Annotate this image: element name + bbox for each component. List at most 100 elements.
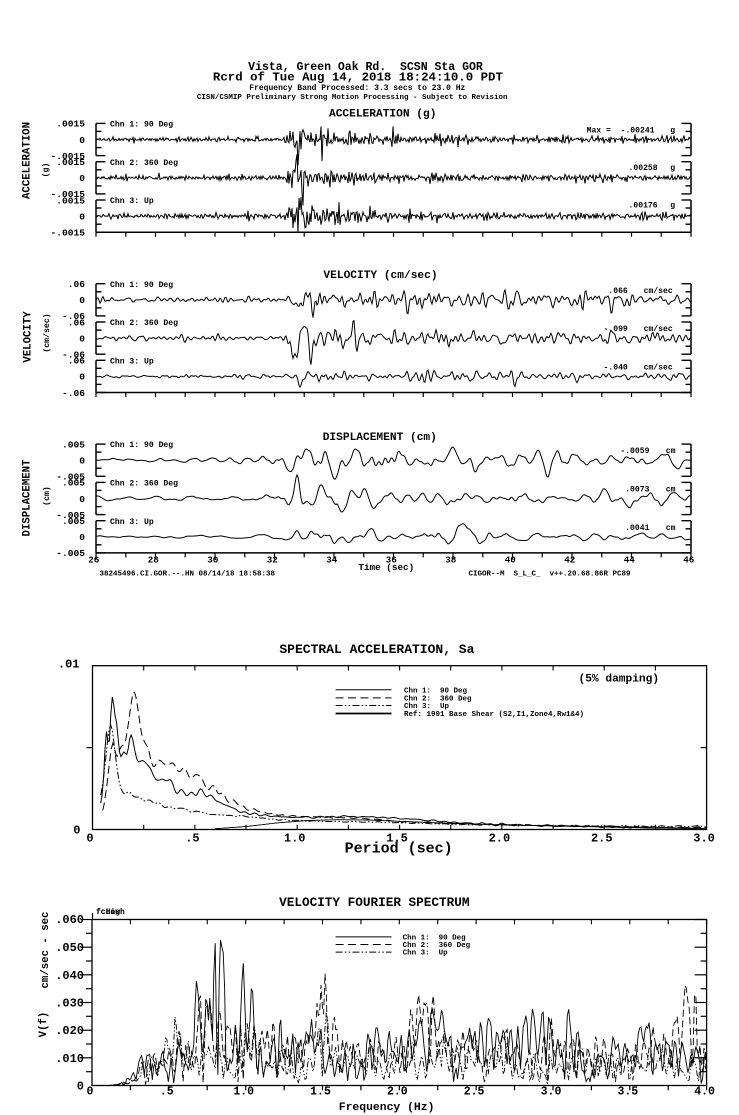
svg-text:.06: .06 bbox=[68, 356, 86, 367]
svg-text:2.5: 2.5 bbox=[591, 831, 613, 845]
svg-text:38: 38 bbox=[445, 555, 457, 566]
svg-text:Chn 2: 360 Deg: Chn 2: 360 Deg bbox=[110, 159, 178, 168]
svg-text:.0073: .0073 bbox=[625, 486, 649, 495]
svg-text:0: 0 bbox=[77, 1080, 84, 1094]
svg-text:0: 0 bbox=[86, 831, 93, 845]
svg-text:Rcrd of Tue Aug 14, 2018 18:24: Rcrd of Tue Aug 14, 2018 18:24:10.0 PDT bbox=[213, 71, 504, 85]
svg-text:Chn 2: 360 Deg: Chn 2: 360 Deg bbox=[110, 480, 178, 489]
svg-text:.040: .040 bbox=[55, 969, 84, 983]
svg-text:-.0015: -.0015 bbox=[50, 189, 85, 200]
svg-text:0: 0 bbox=[87, 1085, 94, 1098]
svg-text:VELOCITY (cm/sec): VELOCITY (cm/sec) bbox=[323, 270, 437, 282]
svg-text:-.040: -.040 bbox=[604, 363, 628, 372]
svg-text:.050: .050 bbox=[55, 941, 84, 955]
svg-text:SPECTRAL ACCELERATION, Sa: SPECTRAL ACCELERATION, Sa bbox=[279, 642, 474, 657]
svg-text:Ref: 1991 Base Shear (S2,I1,Zo: Ref: 1991 Base Shear (S2,I1,Zone4,Rw1&4) bbox=[404, 711, 584, 719]
svg-text:2.0: 2.0 bbox=[489, 831, 511, 845]
svg-text:26: 26 bbox=[88, 555, 99, 566]
svg-text:28: 28 bbox=[148, 555, 160, 566]
svg-text:cm/sec: cm/sec bbox=[644, 287, 673, 296]
svg-text:Chn 2: 360 Deg: Chn 2: 360 Deg bbox=[404, 695, 472, 703]
svg-text:.00258: .00258 bbox=[629, 164, 658, 173]
svg-text:44: 44 bbox=[624, 555, 636, 566]
svg-text:Max = -.00241: Max = -.00241 bbox=[587, 127, 655, 136]
svg-text:-.099: -.099 bbox=[604, 325, 628, 334]
svg-text:DISPLACEMENT (cm): DISPLACEMENT (cm) bbox=[323, 432, 437, 444]
svg-text:4.0: 4.0 bbox=[694, 1085, 715, 1098]
svg-text:.5: .5 bbox=[185, 831, 199, 845]
svg-text:g: g bbox=[670, 164, 675, 173]
svg-text:g: g bbox=[670, 127, 675, 136]
svg-text:.0015: .0015 bbox=[56, 195, 85, 206]
svg-text:VELOCITY: VELOCITY bbox=[23, 311, 35, 363]
svg-text:cm: cm bbox=[666, 447, 676, 456]
svg-text:Chn 3: Up: Chn 3: Up bbox=[110, 518, 154, 527]
svg-text:.030: .030 bbox=[55, 997, 84, 1011]
svg-text:0: 0 bbox=[79, 173, 85, 184]
svg-text:Chn 3: Up: Chn 3: Up bbox=[404, 703, 450, 711]
svg-text:.005: .005 bbox=[62, 478, 85, 489]
svg-text:(g): (g) bbox=[41, 163, 51, 178]
svg-text:Chn 2: 360 Deg: Chn 2: 360 Deg bbox=[110, 319, 178, 328]
svg-text:(cm/sec): (cm/sec) bbox=[42, 313, 52, 352]
svg-text:3.0: 3.0 bbox=[541, 1085, 562, 1098]
svg-text:.00176: .00176 bbox=[629, 202, 658, 211]
svg-text:ACCELERATION: ACCELERATION bbox=[21, 122, 33, 199]
svg-text:.01: .01 bbox=[58, 658, 80, 672]
svg-text:-.0059: -.0059 bbox=[620, 447, 649, 456]
svg-text:.06: .06 bbox=[68, 279, 86, 290]
svg-text:0: 0 bbox=[79, 372, 85, 383]
svg-text:CISN/CSMIP Preliminary Strong: CISN/CSMIP Preliminary Strong Motion Pro… bbox=[197, 94, 508, 102]
svg-text:1.0: 1.0 bbox=[233, 1085, 254, 1098]
svg-text:Frequency (Hz): Frequency (Hz) bbox=[339, 1102, 435, 1114]
svg-text:Period (sec): Period (sec) bbox=[345, 841, 453, 858]
svg-text:fcLow: fcLow bbox=[96, 908, 120, 917]
svg-text:0: 0 bbox=[79, 135, 85, 146]
svg-text:3.0: 3.0 bbox=[693, 831, 715, 845]
svg-text:cm/sec: cm/sec bbox=[644, 325, 673, 334]
svg-text:(5% damping): (5% damping) bbox=[579, 673, 660, 685]
svg-text:36: 36 bbox=[386, 555, 397, 566]
svg-text:1.5: 1.5 bbox=[310, 1085, 331, 1098]
svg-text:32: 32 bbox=[267, 555, 278, 566]
svg-text:.060: .060 bbox=[55, 913, 84, 927]
svg-text:cm: cm bbox=[666, 486, 676, 495]
svg-text:Chn 3: Up: Chn 3: Up bbox=[110, 197, 154, 206]
svg-text:ACCELERATION (g): ACCELERATION (g) bbox=[329, 109, 436, 121]
svg-text:Chn 1: 90 Deg: Chn 1: 90 Deg bbox=[110, 441, 173, 450]
svg-text:Chn 1: 90 Deg: Chn 1: 90 Deg bbox=[404, 687, 468, 695]
svg-text:-.06: -.06 bbox=[62, 350, 85, 361]
svg-text:-.0015: -.0015 bbox=[50, 151, 85, 162]
svg-text:0: 0 bbox=[79, 532, 85, 543]
svg-text:VELOCITY FOURIER SPECTRUM: VELOCITY FOURIER SPECTRUM bbox=[279, 895, 469, 910]
svg-text:1.5: 1.5 bbox=[386, 831, 408, 845]
svg-text:0: 0 bbox=[79, 333, 85, 344]
svg-text:0: 0 bbox=[79, 456, 85, 467]
svg-text:Chn 2: 360 Deg: Chn 2: 360 Deg bbox=[403, 942, 471, 950]
svg-text:Chn 1: 90 Deg: Chn 1: 90 Deg bbox=[403, 934, 467, 942]
svg-text:.005: .005 bbox=[62, 439, 85, 450]
svg-text:-.005: -.005 bbox=[56, 472, 85, 483]
svg-text:.5: .5 bbox=[160, 1085, 174, 1098]
svg-text:Chn 1: 90 Deg: Chn 1: 90 Deg bbox=[110, 121, 173, 130]
svg-text:CIGOR--M S_L_C_ v++.20.68.86: CIGOR--M S_L_C_ v++.20.68.86R PC89 bbox=[469, 570, 632, 578]
svg-text:0: 0 bbox=[73, 824, 80, 838]
svg-text:46: 46 bbox=[683, 555, 694, 566]
svg-text:.0015: .0015 bbox=[56, 157, 85, 168]
svg-text:Chn 1: 90 Deg: Chn 1: 90 Deg bbox=[110, 281, 173, 290]
svg-text:.0041: .0041 bbox=[625, 524, 649, 533]
svg-text:.005: .005 bbox=[62, 516, 85, 527]
svg-text:cm/sec: cm/sec bbox=[644, 363, 673, 372]
svg-text:Chn 3: Up: Chn 3: Up bbox=[110, 357, 154, 366]
svg-text:0: 0 bbox=[79, 494, 85, 505]
svg-text:42: 42 bbox=[564, 555, 575, 566]
svg-text:cm: cm bbox=[666, 524, 676, 533]
svg-text:.0015: .0015 bbox=[56, 119, 85, 130]
svg-text:.020: .020 bbox=[55, 1024, 84, 1038]
svg-text:.066: .066 bbox=[608, 287, 628, 296]
svg-text:.010: .010 bbox=[55, 1052, 84, 1066]
svg-text:2.0: 2.0 bbox=[387, 1085, 408, 1098]
svg-text:.06: .06 bbox=[68, 317, 86, 328]
svg-text:-.06: -.06 bbox=[62, 388, 85, 399]
svg-text:Vista, Green Oak Rd. SCSN Sta: Vista, Green Oak Rd. SCSN Sta GOR bbox=[248, 61, 483, 74]
